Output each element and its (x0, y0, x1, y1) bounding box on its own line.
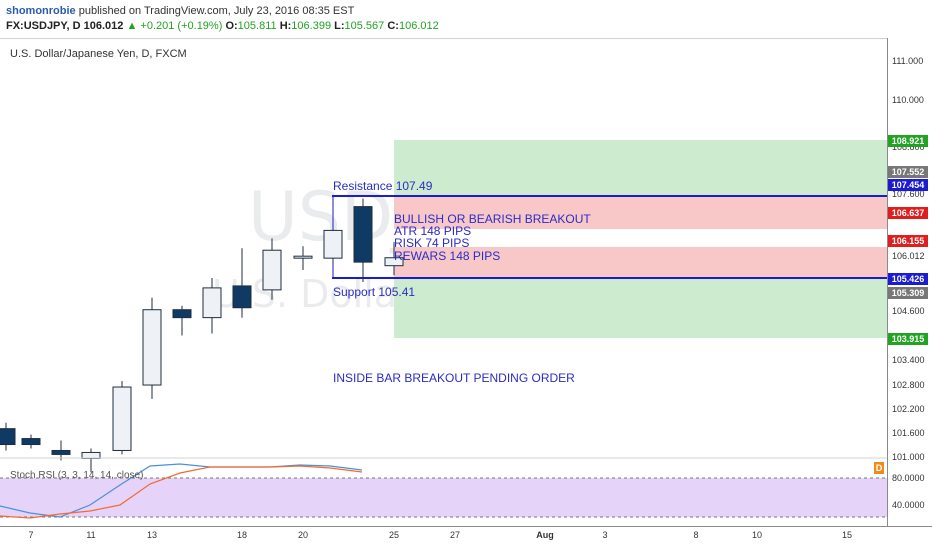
profit-zone-upper (394, 140, 887, 196)
price-tick: 111.000 (892, 56, 924, 66)
date-tick: Aug (536, 530, 554, 540)
price-tick: 108.800 (892, 142, 925, 152)
published-text: published on TradingView.com, July 23, 2… (78, 5, 355, 17)
price-tag-support: 105.426 (888, 273, 928, 285)
publish-info: shomonrobie published on TradingView.com… (6, 5, 354, 17)
date-tick: 3 (602, 530, 608, 540)
price-tag-resistance: 107.454 (888, 179, 928, 191)
last-price: 106.012 (83, 20, 124, 32)
price-tag-target-high: 108.921 (888, 135, 928, 147)
price-tag-low: 105.309 (888, 287, 928, 299)
price-tick: 102.200 (892, 404, 925, 414)
price-tick: 110.000 (892, 95, 924, 105)
up-arrow-icon: ▲ (126, 20, 138, 32)
price-change: +0.201 (+0.19%) (140, 20, 223, 32)
stoch-rsi-title: Stoch RSI (3, 3, 14, 14, close) (10, 470, 144, 481)
support-label: Support 105.41 (333, 285, 416, 299)
price-tick: 102.800 (892, 380, 925, 390)
candle-body[interactable] (202, 287, 222, 319)
candle-body[interactable] (293, 255, 313, 259)
high-value: 106.399 (291, 20, 332, 32)
time-axis[interactable] (0, 526, 932, 551)
high-label: H: (279, 20, 292, 32)
chart-title: U.S. Dollar/Japanese Yen, D, FXCM (10, 48, 187, 60)
price-tag-high: 107.552 (888, 166, 928, 178)
price-tag-stop-high: 106.637 (888, 207, 928, 219)
price-tick: 101.600 (892, 428, 925, 438)
rsi-k-line (0, 463, 363, 518)
date-tick: 18 (236, 530, 248, 540)
candle-body[interactable] (353, 206, 373, 263)
price-tick: 104.600 (892, 306, 925, 316)
reward-label: REWARS 148 PIPS (394, 249, 501, 263)
atr-label: ATR 148 PIPS (394, 224, 472, 238)
date-tick: 25 (388, 530, 400, 540)
rsi-d-line (0, 465, 363, 519)
candle-body[interactable] (323, 229, 343, 259)
close-value: 106.012 (398, 20, 439, 32)
rsi-band (0, 478, 887, 517)
symbol: FX:USDJPY, D (6, 20, 81, 32)
rsi-tick: 40.0000 (892, 500, 925, 510)
date-tick: 13 (146, 530, 158, 540)
close-label: C: (387, 20, 399, 32)
date-tick: 27 (449, 530, 461, 540)
date-tick: 8 (693, 530, 699, 540)
resistance-label: Resistance 107.49 (333, 179, 433, 193)
price-tick: 107.600 (892, 189, 925, 199)
open-value: 105.811 (237, 20, 277, 32)
price-tick: 101.000 (892, 452, 925, 462)
low-value: 105.567 (344, 20, 385, 32)
date-tick: 15 (841, 530, 853, 540)
price-tick: 103.400 (892, 355, 925, 365)
author-name[interactable]: shomonrobie (6, 5, 76, 17)
price-tag-stop-low: 106.155 (888, 235, 928, 247)
chart-frame (0, 38, 932, 551)
candle-body[interactable] (172, 309, 192, 319)
candle-body[interactable] (112, 386, 132, 451)
low-label: L: (334, 20, 345, 32)
profit-zone-lower (394, 278, 887, 338)
candle-body[interactable] (232, 285, 252, 309)
date-tick: 10 (751, 530, 763, 540)
date-tick: 20 (297, 530, 309, 540)
candle-body[interactable] (0, 428, 16, 446)
candle-body[interactable] (142, 309, 162, 386)
risk-zone-upper (394, 196, 887, 229)
risk-label: RISK 74 PIPS (394, 236, 470, 250)
candle-body[interactable] (384, 257, 404, 267)
open-label: O: (225, 20, 238, 32)
pending-order-label: INSIDE BAR BREAKOUT PENDING ORDER (333, 371, 575, 385)
date-tick: 11 (86, 530, 96, 540)
gap-zone (394, 229, 887, 247)
rsi-tick: 80.0000 (892, 473, 925, 483)
price-tick: 106.012 (892, 251, 925, 261)
date-tick: 7 (28, 530, 34, 540)
candle-body[interactable] (51, 449, 71, 455)
candle-body[interactable] (262, 249, 282, 291)
data-window-badge[interactable]: D (874, 462, 884, 474)
price-tag-target-low: 103.915 (888, 333, 928, 345)
risk-zone-lower (394, 247, 887, 278)
symbol-info: FX:USDJPY, D 106.012 ▲ +0.201 (+0.19%) O… (6, 20, 439, 32)
candle-body[interactable] (21, 438, 41, 446)
breakout-label: BULLISH OR BEARISH BREAKOUT (394, 212, 591, 226)
